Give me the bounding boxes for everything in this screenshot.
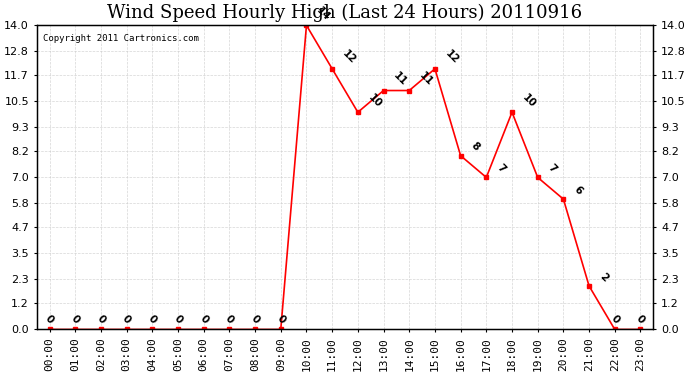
Text: Copyright 2011 Cartronics.com: Copyright 2011 Cartronics.com (43, 34, 199, 44)
Text: 6: 6 (572, 184, 584, 196)
Title: Wind Speed Hourly High (Last 24 Hours) 20110916: Wind Speed Hourly High (Last 24 Hours) 2… (108, 4, 582, 22)
Text: 0: 0 (609, 313, 621, 325)
Text: 10: 10 (366, 92, 384, 110)
Text: 12: 12 (443, 49, 461, 66)
Text: 12: 12 (340, 49, 358, 66)
Text: 11: 11 (417, 70, 435, 88)
Text: 7: 7 (546, 162, 558, 175)
Text: 0: 0 (121, 313, 132, 325)
Text: 0: 0 (69, 313, 81, 325)
Text: 0: 0 (43, 313, 56, 325)
Text: 0: 0 (249, 313, 262, 325)
Text: 14: 14 (315, 5, 332, 22)
Text: 0: 0 (275, 313, 287, 325)
Text: 0: 0 (95, 313, 107, 325)
Text: 0: 0 (172, 313, 184, 325)
Text: 0: 0 (146, 313, 159, 325)
Text: 7: 7 (495, 162, 507, 175)
Text: 0: 0 (634, 313, 647, 325)
Text: 0: 0 (197, 313, 210, 325)
Text: 2: 2 (598, 271, 610, 283)
Text: 11: 11 (392, 70, 409, 88)
Text: 10: 10 (520, 92, 538, 110)
Text: 8: 8 (469, 141, 481, 153)
Text: 0: 0 (224, 313, 235, 325)
